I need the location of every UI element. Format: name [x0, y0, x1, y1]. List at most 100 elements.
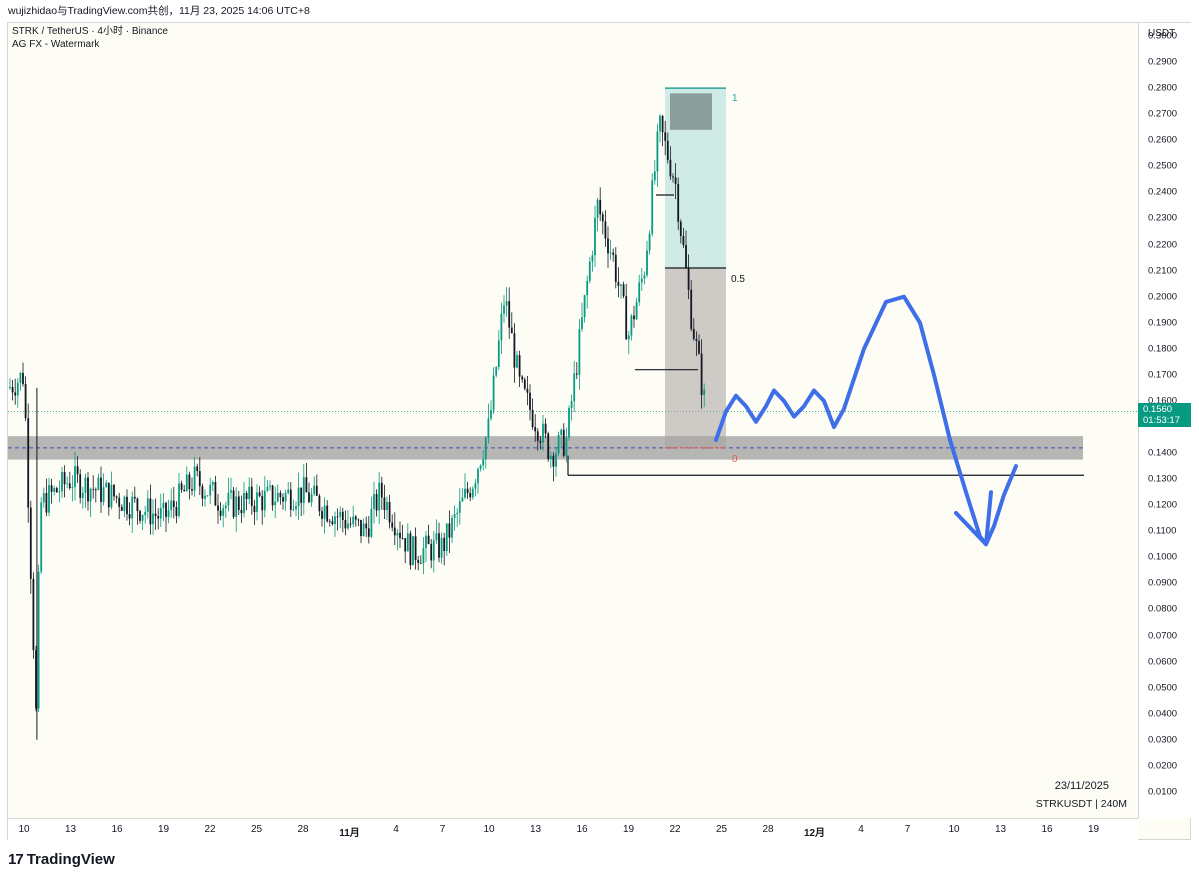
tradingview-logo-icon: 17: [8, 851, 24, 868]
candle-body: [386, 501, 388, 511]
candle-body: [578, 328, 581, 375]
symbol-title[interactable]: STRK / TetherUS · 4小时 · Binance: [12, 26, 168, 37]
candle-body: [58, 491, 61, 493]
candle-body: [297, 487, 300, 507]
tradingview-brand[interactable]: 17 TradingView: [8, 851, 115, 868]
chart-plot-area[interactable]: [8, 23, 1138, 818]
candle-body: [534, 427, 537, 432]
candle-body: [219, 510, 222, 516]
candle-body: [22, 372, 24, 385]
candle-body: [175, 507, 178, 516]
candle-body: [474, 483, 477, 489]
candle-body: [471, 488, 474, 498]
time-tick-label: 25: [715, 824, 728, 835]
candle-body: [622, 284, 625, 297]
candle-body: [308, 492, 310, 503]
candle-body: [479, 465, 482, 470]
candle-body: [159, 508, 162, 519]
time-tick-label: 11月: [339, 828, 360, 839]
candle-body: [248, 486, 251, 499]
candle-body: [357, 519, 360, 521]
time-tick-label: 28: [762, 824, 774, 835]
candle-body: [76, 466, 79, 475]
candle-body: [271, 485, 274, 506]
candle-body: [287, 489, 290, 493]
candle-body: [256, 492, 258, 513]
candle-body: [326, 505, 329, 522]
candle-body: [74, 466, 76, 488]
candle-body: [378, 482, 381, 511]
last-price-tag: 0.1560 01:53:17: [1138, 403, 1191, 428]
candle-body: [243, 493, 245, 514]
candle-body: [700, 353, 703, 395]
candle-body: [620, 284, 622, 286]
time-tick-label: 13: [64, 824, 77, 835]
candle-body: [323, 505, 326, 519]
fib-zone-lower: [665, 268, 726, 448]
price-tick-label: 0.3000: [1148, 30, 1178, 42]
candle-body: [40, 502, 43, 572]
candle-body: [123, 496, 126, 511]
candle-body: [349, 523, 352, 525]
candle-body: [120, 506, 123, 511]
candle-body: [617, 281, 620, 286]
price-tick-label: 0.0300: [1148, 734, 1178, 746]
time-tick-label: 19: [622, 824, 635, 835]
candle-body: [596, 199, 599, 218]
candle-body: [11, 386, 14, 393]
candle-body: [188, 474, 191, 490]
candle-body: [354, 516, 357, 520]
candle-body: [183, 489, 186, 492]
bar-countdown: 01:53:17: [1143, 415, 1180, 427]
candle-body: [653, 171, 656, 181]
candle-body: [61, 472, 63, 492]
candle-body: [370, 508, 373, 537]
candle-body: [292, 509, 295, 511]
candle-body: [419, 562, 422, 564]
candle-body: [427, 535, 430, 545]
candle-body: [97, 477, 100, 491]
candle-body: [448, 523, 451, 538]
candle-body: [417, 559, 420, 563]
candle-body: [154, 513, 157, 517]
price-tick-label: 0.0700: [1148, 630, 1178, 642]
candle-body: [461, 497, 464, 502]
candle-body: [68, 483, 71, 488]
candle-body: [193, 466, 196, 491]
price-unit[interactable]: USDT: [1148, 28, 1176, 39]
indicator-title[interactable]: AG FX - Watermark: [12, 39, 100, 50]
candle-body: [698, 341, 700, 354]
candle-body: [614, 254, 617, 282]
candle-body: [261, 496, 264, 511]
candle-body: [451, 518, 453, 538]
candle-body: [100, 477, 102, 502]
candle-body: [646, 250, 648, 276]
candle-body: [666, 140, 669, 160]
candle-body: [388, 501, 391, 523]
candle-body: [201, 486, 204, 499]
candle-body: [562, 429, 565, 456]
candle-body: [253, 505, 256, 513]
candle-body: [313, 485, 316, 494]
time-axis[interactable]: 10 13 16 19 22 25 28 11月 4 7 10 13 16 19 22 25 28 12月 4 7 10…: [8, 818, 1138, 841]
candle-body: [549, 455, 552, 459]
candle-body: [510, 327, 513, 334]
candle-body: [170, 500, 173, 511]
candle-body: [295, 506, 297, 510]
candle-body: [321, 511, 323, 519]
price-tick-label: 0.0400: [1148, 708, 1178, 720]
candle-body: [27, 418, 30, 508]
candle-body: [24, 384, 27, 419]
candle-body: [607, 238, 609, 254]
candle-body: [609, 252, 612, 254]
candle-body: [630, 315, 633, 336]
candle-body: [539, 440, 542, 443]
candle-body: [211, 482, 214, 485]
candle-body: [651, 180, 654, 234]
price-tick-label: 0.0200: [1148, 760, 1178, 772]
candle-body: [362, 523, 365, 537]
candle-body: [443, 537, 446, 552]
fib-top-block: [670, 93, 712, 130]
candle-body: [341, 511, 344, 521]
time-tick-label: 25: [250, 824, 263, 835]
